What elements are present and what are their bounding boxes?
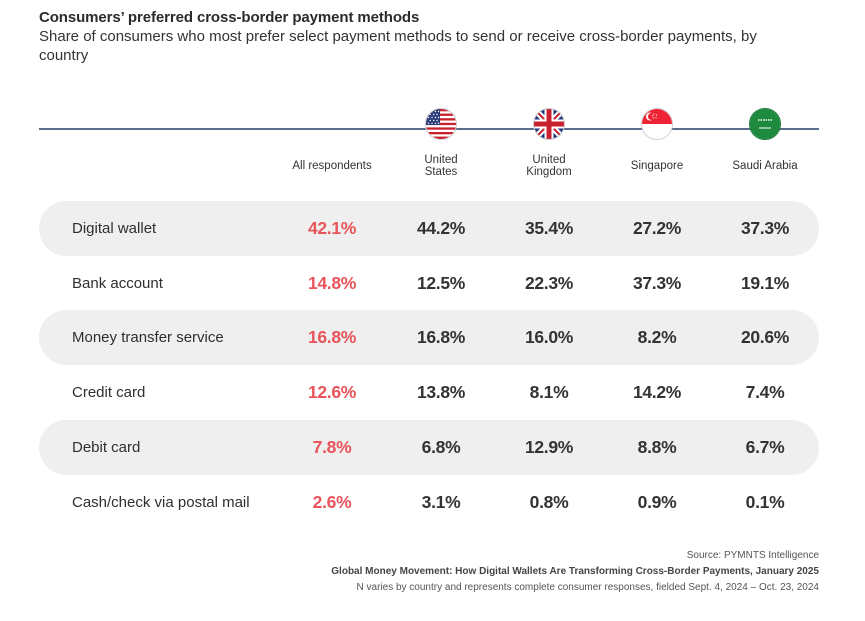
- row-label: Cash/check via postal mail: [72, 493, 250, 511]
- cell-value: 16.0%: [524, 327, 574, 348]
- table-row: Debit card 7.8% 6.8% 12.9% 8.8% 6.7%: [39, 419, 819, 475]
- cell-all-respondents: 12.6%: [307, 382, 357, 403]
- cell-value: 3.1%: [421, 491, 461, 512]
- row-label: Debit card: [72, 438, 141, 456]
- uk-flag-icon: [533, 108, 565, 140]
- chart-title: Consumers’ preferred cross-border paymen…: [39, 9, 420, 26]
- cell-value: 37.3%: [632, 272, 682, 293]
- column-header-label-line2: Kingdom: [526, 166, 572, 178]
- cell-value: 0.1%: [745, 491, 785, 512]
- cell-all-respondents: 7.8%: [312, 436, 352, 457]
- chart-subtitle: Share of consumers who most prefer selec…: [39, 28, 757, 64]
- column-header-label-line1: United: [532, 154, 566, 166]
- cell-value: 20.6%: [740, 327, 790, 348]
- column-header-label: Saudi Arabia: [732, 160, 798, 172]
- cell-value: 12.9%: [524, 436, 574, 457]
- us-flag-icon: [425, 108, 457, 140]
- column-header-singapore: Singapore: [603, 150, 711, 182]
- cell-value: 16.8%: [416, 327, 466, 348]
- column-header-label: Singapore: [630, 160, 684, 172]
- cell-value: 22.3%: [524, 272, 574, 293]
- cell-value: 8.2%: [637, 327, 677, 348]
- column-header-united-states: United States: [387, 150, 495, 182]
- cell-value: 7.4%: [745, 382, 785, 403]
- cell-value: 14.2%: [632, 382, 682, 403]
- cell-value: 6.7%: [745, 436, 785, 457]
- cell-value: 8.1%: [529, 382, 569, 403]
- table-row: Bank account 14.8% 12.5% 22.3% 37.3% 19.1%: [39, 256, 819, 311]
- cell-value: 13.8%: [416, 382, 466, 403]
- report-title: Global Money Movement: How Digital Walle…: [331, 566, 819, 577]
- table-row: Cash/check via postal mail 2.6% 3.1% 0.8% 0.…: [39, 475, 819, 530]
- cell-value: 0.8%: [529, 491, 569, 512]
- column-header-label-line1: United: [424, 154, 458, 166]
- cell-all-respondents: 2.6%: [312, 491, 352, 512]
- row-label: Bank account: [72, 274, 163, 292]
- column-header-saudi-arabia: Saudi Arabia: [711, 150, 819, 182]
- cell-value: 27.2%: [632, 218, 682, 238]
- cell-value: 0.9%: [637, 491, 677, 512]
- table-row: Credit card 12.6% 13.8% 8.1% 14.2% 7.4%: [39, 365, 819, 420]
- cell-value: 8.8%: [637, 436, 677, 457]
- cell-value: 6.8%: [421, 436, 461, 457]
- cell-all-respondents: 14.8%: [307, 272, 357, 293]
- table-row: Digital wallet 42.1% 44.2% 35.4% 27.2% 37.3%: [39, 201, 819, 256]
- column-header-united-kingdom: United Kingdom: [495, 150, 603, 182]
- source-note: Source: PYMNTS Intelligence: [686, 550, 819, 561]
- cell-all-respondents: 16.8%: [307, 327, 357, 348]
- column-header-label-line2: States: [424, 166, 458, 178]
- methodology-note: N varies by country and represents compl…: [356, 582, 819, 593]
- cell-value: 35.4%: [524, 218, 574, 238]
- cell-value: 44.2%: [416, 218, 466, 238]
- row-label: Money transfer service: [72, 329, 224, 347]
- singapore-flag-icon: [641, 108, 673, 140]
- column-header-label: All respondents: [292, 160, 372, 172]
- cell-value: 37.3%: [740, 218, 790, 238]
- column-header-all-respondents: All respondents: [278, 150, 386, 182]
- row-label: Digital wallet: [72, 220, 157, 237]
- cell-value: 12.5%: [416, 272, 466, 293]
- cell-all-respondents: 42.1%: [307, 218, 357, 238]
- table-row: Money transfer service 16.8% 16.8% 16.0% 8.2…: [39, 310, 819, 366]
- cell-value: 19.1%: [740, 272, 790, 293]
- saudi-arabia-flag-icon: [749, 108, 781, 140]
- row-label: Credit card: [72, 384, 146, 402]
